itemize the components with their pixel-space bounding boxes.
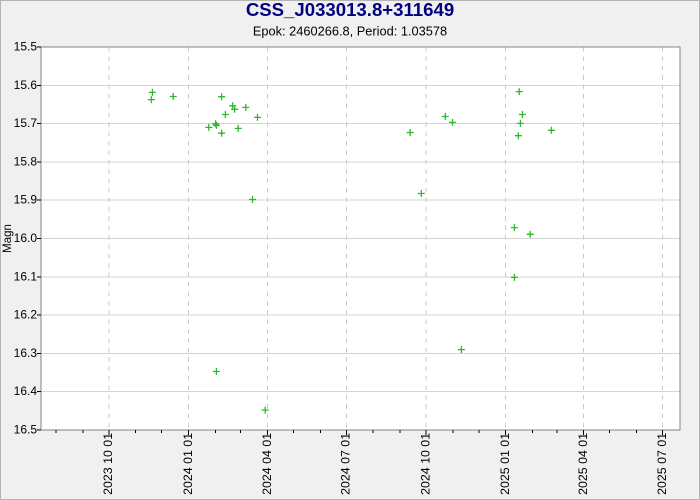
svg-text:16.1: 16.1 (14, 269, 38, 283)
svg-text:2023 10 01: 2023 10 01 (101, 433, 115, 495)
svg-text:2024 01 01: 2024 01 01 (181, 433, 195, 495)
svg-text:16.3: 16.3 (14, 346, 38, 360)
svg-text:16.0: 16.0 (14, 231, 38, 245)
svg-text:2025 04 01: 2025 04 01 (576, 433, 590, 495)
svg-text:2024 07 01: 2024 07 01 (339, 433, 353, 495)
svg-text:15.6: 15.6 (14, 78, 38, 92)
svg-text:16.2: 16.2 (14, 308, 38, 322)
svg-text:Epok: 2460266.8, Period: 1.035: Epok: 2460266.8, Period: 1.03578 (253, 24, 447, 39)
svg-text:CSS_J033013.8+311649: CSS_J033013.8+311649 (246, 0, 454, 20)
svg-text:15.7: 15.7 (14, 116, 38, 130)
svg-text:2024 10 01: 2024 10 01 (418, 433, 432, 495)
svg-text:2025 07 01: 2025 07 01 (655, 433, 669, 495)
svg-text:2025 01 01: 2025 01 01 (498, 433, 512, 495)
svg-text:15.5: 15.5 (14, 40, 38, 54)
svg-text:2024 04 01: 2024 04 01 (260, 433, 274, 495)
svg-text:15.8: 15.8 (14, 154, 38, 168)
svg-text:16.5: 16.5 (14, 423, 38, 437)
svg-text:15.9: 15.9 (14, 193, 38, 207)
svg-text:Magn: Magn (2, 224, 14, 253)
svg-text:16.4: 16.4 (14, 384, 38, 398)
